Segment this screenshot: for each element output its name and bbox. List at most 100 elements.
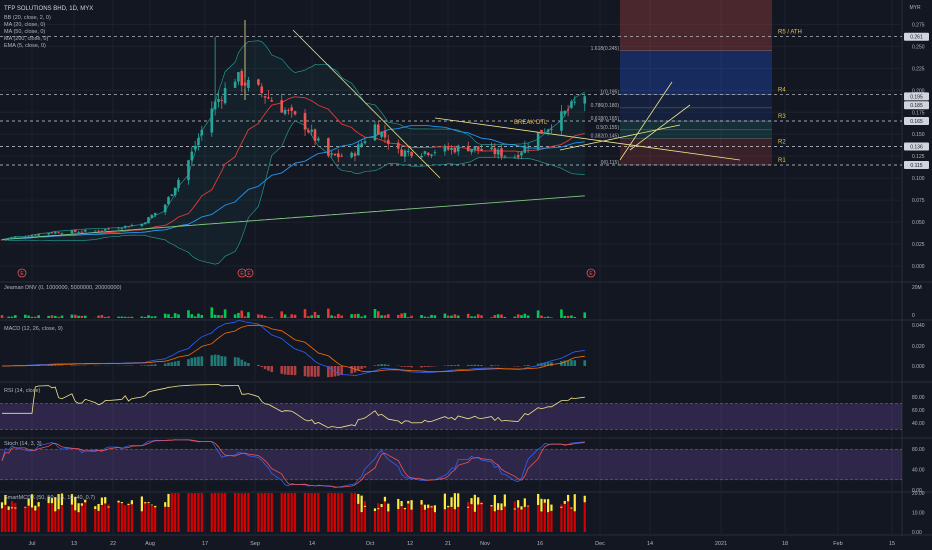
candle-body[interactable]: [570, 101, 573, 108]
candle-body[interactable]: [383, 130, 387, 138]
candle-body[interactable]: [283, 109, 287, 114]
candle-body[interactable]: [470, 148, 473, 153]
stoch-pane-label[interactable]: Stoch (14, 3, 3): [4, 441, 42, 447]
candle-body[interactable]: [433, 152, 437, 154]
candle-body[interactable]: [350, 152, 353, 158]
candle-body[interactable]: [37, 233, 40, 236]
candle-body[interactable]: [456, 145, 460, 152]
candle-body[interactable]: [546, 129, 550, 133]
candle-body[interactable]: [280, 100, 284, 113]
candle-body[interactable]: [536, 132, 540, 150]
candles[interactable]: [0, 36, 587, 242]
legend-ema5[interactable]: EMA (5, close, 0): [4, 43, 46, 49]
candle-body[interactable]: [310, 129, 313, 132]
candle-body[interactable]: [333, 153, 337, 156]
candle-body[interactable]: [550, 129, 553, 130]
candle-body[interactable]: [523, 145, 527, 153]
candle-body[interactable]: [540, 129, 543, 134]
candle-body[interactable]: [493, 148, 497, 155]
candle-body[interactable]: [520, 152, 523, 156]
candle-body[interactable]: [363, 141, 367, 144]
price-axis[interactable]: 0.275 0.250 0.225 0.200 0.175 0.150 0.125 0.100…: [904, 22, 929, 270]
candle-body[interactable]: [27, 236, 30, 238]
candle-body[interactable]: [406, 150, 410, 153]
candle-body[interactable]: [480, 148, 483, 151]
candle-body[interactable]: [140, 223, 144, 226]
earnings-marker-2[interactable]: [244, 268, 254, 278]
candle-body[interactable]: [220, 99, 224, 101]
candle-body[interactable]: [560, 111, 563, 131]
candle-body[interactable]: [453, 147, 457, 153]
candle-body[interactable]: [583, 96, 587, 104]
candle-body[interactable]: [14, 237, 17, 239]
candle-body[interactable]: [167, 197, 170, 205]
time-axis[interactable]: Jul 13 22 Aug 17 Sep 14 Oct 12 21 Nov 16 Dec 14 2021 18…: [28, 541, 895, 547]
candle-body[interactable]: [400, 149, 403, 157]
volume-pane-label[interactable]: Jeaman DNV (0, 1000000, 5000000, 2000000…: [4, 285, 122, 291]
candle-body[interactable]: [290, 107, 294, 111]
candle-body[interactable]: [430, 154, 433, 156]
candle-body[interactable]: [340, 155, 343, 157]
candle-body[interactable]: [170, 194, 174, 196]
candle-body[interactable]: [337, 153, 340, 158]
candle-body[interactable]: [543, 132, 547, 134]
candle-body[interactable]: [187, 160, 190, 181]
candle-body[interactable]: [293, 111, 297, 115]
candle-body[interactable]: [93, 230, 97, 232]
candle-body[interactable]: [573, 101, 577, 103]
rsi-pane-label[interactable]: RSI (14, close): [4, 388, 41, 394]
candle-body[interactable]: [516, 155, 520, 158]
candle-body[interactable]: [120, 228, 124, 230]
candle-body[interactable]: [327, 138, 330, 156]
candle-body[interactable]: [287, 109, 290, 111]
candle-body[interactable]: [257, 79, 260, 85]
candle-body[interactable]: [410, 152, 413, 157]
candle-body[interactable]: [263, 96, 267, 98]
candle-body[interactable]: [566, 109, 570, 111]
candle-body[interactable]: [260, 86, 264, 94]
candle-body[interactable]: [147, 217, 150, 224]
candle-body[interactable]: [100, 230, 104, 232]
candle-body[interactable]: [73, 230, 77, 232]
candle-body[interactable]: [503, 155, 507, 157]
candle-body[interactable]: [500, 148, 503, 157]
candle-body[interactable]: [223, 88, 227, 104]
candle-body[interactable]: [313, 129, 317, 141]
candle-body[interactable]: [193, 145, 197, 150]
candle-body[interactable]: [496, 149, 500, 155]
candle-body[interactable]: [353, 153, 357, 156]
candle-body[interactable]: [233, 81, 237, 88]
candle-body[interactable]: [24, 236, 27, 238]
candle-body[interactable]: [307, 130, 310, 133]
candle-body[interactable]: [153, 212, 157, 216]
candle-body[interactable]: [103, 229, 107, 231]
smartmcdx-pane-label[interactable]: SmartMCDX (50, 50, 1.5, 10, 40, 0.7): [4, 495, 95, 501]
candle-body[interactable]: [123, 225, 127, 228]
candle-body[interactable]: [330, 153, 333, 155]
candle-body[interactable]: [423, 151, 427, 154]
legend-ma200[interactable]: MA (200, close, 0): [4, 36, 48, 42]
candle-body[interactable]: [240, 70, 244, 86]
candle-body[interactable]: [117, 228, 120, 230]
candle-body[interactable]: [80, 231, 84, 233]
candle-body[interactable]: [373, 124, 377, 141]
candle-body[interactable]: [77, 232, 80, 233]
candle-body[interactable]: [213, 101, 217, 110]
candle-body[interactable]: [303, 113, 307, 130]
candle-body[interactable]: [97, 230, 100, 232]
candle-body[interactable]: [150, 215, 154, 219]
legend-bb[interactable]: BB (20, close, 2, 0): [4, 15, 51, 21]
candle-body[interactable]: [200, 129, 204, 136]
candle-body[interactable]: [426, 152, 430, 156]
candle-body[interactable]: [396, 142, 400, 149]
candle-body[interactable]: [177, 179, 180, 189]
earnings-marker-3[interactable]: [586, 268, 596, 278]
candle-body[interactable]: [30, 235, 34, 237]
candle-body[interactable]: [163, 204, 167, 213]
candle-body[interactable]: [47, 233, 50, 235]
candle-body[interactable]: [317, 138, 320, 141]
candle-body[interactable]: [270, 100, 274, 102]
candle-body[interactable]: [267, 97, 270, 99]
candle-body[interactable]: [490, 147, 493, 150]
candle-body[interactable]: [473, 146, 477, 150]
